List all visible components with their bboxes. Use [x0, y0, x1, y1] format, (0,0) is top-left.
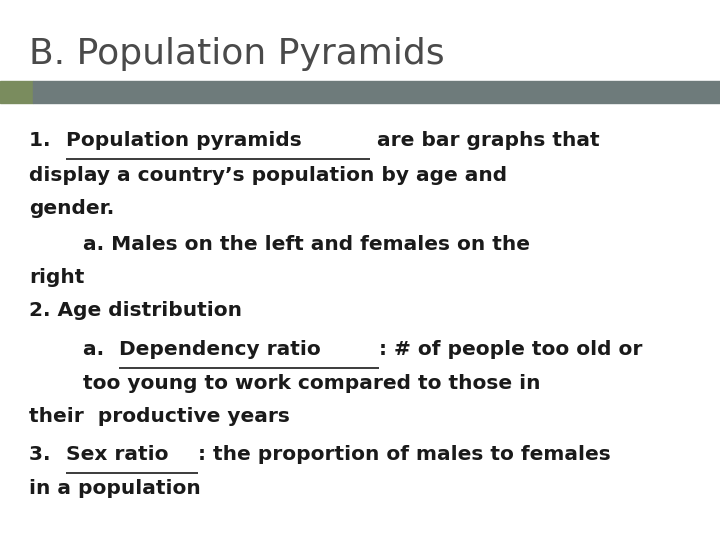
Text: gender.: gender. — [29, 199, 114, 219]
Text: Sex ratio: Sex ratio — [66, 445, 168, 464]
Text: : the proportion of males to females: : the proportion of males to females — [198, 445, 611, 464]
Text: are bar graphs that: are bar graphs that — [370, 131, 599, 150]
Text: 2. Age distribution: 2. Age distribution — [29, 301, 242, 320]
Bar — [0, 81, 33, 103]
Text: in a population: in a population — [29, 479, 201, 498]
Text: their  productive years: their productive years — [29, 407, 289, 427]
Text: 1.: 1. — [29, 131, 58, 150]
Text: 3.: 3. — [29, 445, 58, 464]
Text: Dependency ratio: Dependency ratio — [119, 340, 321, 359]
Text: right: right — [29, 267, 84, 287]
Text: a.: a. — [83, 340, 111, 359]
Text: too young to work compared to those in: too young to work compared to those in — [83, 374, 540, 393]
Text: a. Males on the left and females on the: a. Males on the left and females on the — [83, 234, 530, 254]
Bar — [33, 81, 720, 103]
Text: : # of people too old or: : # of people too old or — [379, 340, 643, 359]
Text: display a country’s population by age and: display a country’s population by age an… — [29, 166, 507, 185]
Text: B. Population Pyramids: B. Population Pyramids — [29, 37, 444, 71]
Text: Population pyramids: Population pyramids — [66, 131, 302, 150]
